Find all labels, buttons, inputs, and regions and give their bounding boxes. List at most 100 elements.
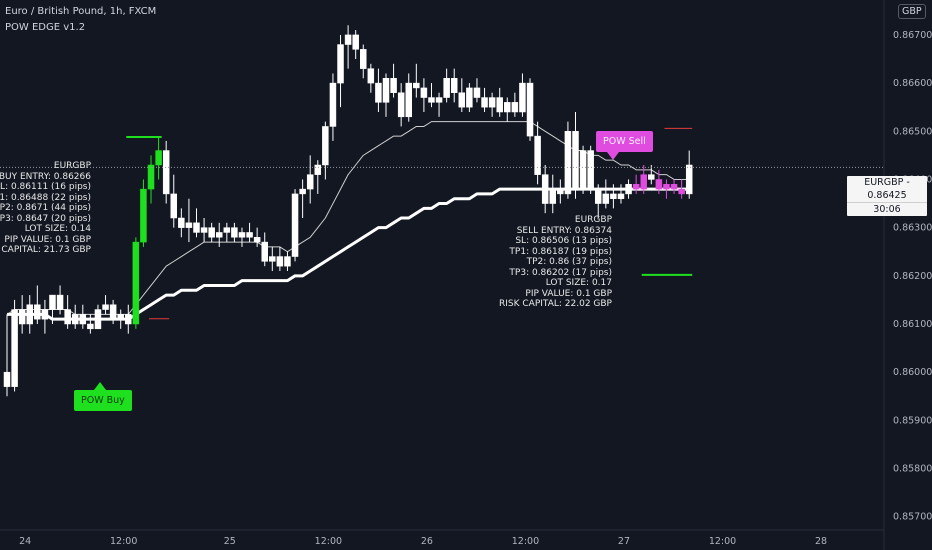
candle-body	[435, 97, 443, 103]
candle-body	[11, 309, 18, 387]
candle	[178, 208, 185, 238]
candle-body	[579, 150, 587, 190]
candle-body	[678, 188, 685, 195]
candle-body	[640, 174, 647, 190]
candle-body	[79, 314, 87, 325]
candle	[670, 179, 678, 194]
candle-body	[329, 82, 337, 127]
candle	[322, 121, 329, 180]
candle	[617, 184, 625, 204]
buy-info-line: LOT SIZE: 0.14	[24, 224, 91, 234]
candle-body	[481, 97, 488, 108]
candle	[481, 87, 488, 112]
pow-buy-signal: POW Buy	[74, 382, 132, 411]
candle	[587, 145, 594, 194]
candle	[344, 25, 352, 69]
candle	[276, 246, 284, 271]
candle	[261, 232, 268, 267]
candle-body	[473, 87, 481, 98]
candle-body	[102, 304, 109, 310]
candle	[413, 63, 420, 98]
candle	[253, 227, 261, 247]
candle	[215, 222, 223, 247]
candle-body	[405, 82, 412, 118]
last-price-value: 0.86425	[867, 190, 907, 201]
price-tick-label: 0.86700	[893, 30, 932, 41]
candle-body	[162, 150, 170, 195]
candle-body	[360, 49, 367, 69]
candle-body	[94, 309, 102, 330]
candle-body	[564, 131, 572, 195]
candle	[450, 68, 458, 103]
candle	[49, 294, 56, 324]
candle-body	[337, 44, 344, 84]
candle-body	[64, 309, 71, 325]
candle	[648, 165, 655, 185]
candle	[594, 184, 602, 218]
candle	[223, 222, 231, 243]
candle-body	[519, 82, 526, 113]
candle	[102, 295, 109, 315]
candle	[511, 92, 519, 117]
candle-body	[140, 188, 147, 243]
candle	[458, 78, 466, 112]
candle-body	[132, 241, 140, 325]
candle	[473, 78, 481, 103]
time-tick-label: 12:00	[709, 536, 736, 547]
candle	[306, 155, 314, 204]
last-price-tag: EURGBP - 0.86425 30:06	[847, 176, 927, 216]
sell-info-line: TP1: 0.86187 (19 pips)	[509, 246, 612, 257]
candle	[238, 227, 246, 247]
candle	[435, 92, 443, 117]
candle	[140, 179, 147, 247]
candle	[443, 68, 450, 103]
sell-info-line: LOT SIZE: 0.17	[545, 278, 612, 288]
candle-body	[3, 371, 11, 387]
candle-body	[178, 217, 185, 228]
candle	[360, 44, 367, 79]
candle-body	[253, 237, 261, 243]
time-tick-label: 26	[421, 536, 433, 547]
candle	[64, 295, 71, 329]
candle	[557, 179, 564, 204]
sell-info-line: PIP VALUE: 0.1 GBP	[525, 288, 612, 299]
candle-body	[34, 304, 41, 320]
candle-body	[602, 193, 610, 204]
candles	[3, 25, 693, 397]
candle-body	[170, 193, 178, 219]
price-tick-label: 0.86100	[893, 319, 932, 330]
candle	[79, 304, 87, 329]
candle	[11, 299, 18, 392]
buy-info-line: TP3: 0.8647 (20 pips)	[0, 213, 91, 224]
candle-body	[450, 78, 458, 93]
candle	[655, 169, 663, 194]
candle	[71, 304, 79, 329]
candle	[541, 165, 549, 214]
candle	[549, 174, 557, 214]
candle-body	[352, 34, 359, 50]
sell-info-line: EURGBP	[574, 215, 612, 225]
candle	[147, 155, 155, 204]
candle	[526, 78, 534, 141]
currency-unit-badge[interactable]: GBP	[898, 4, 926, 19]
candle-body	[147, 164, 155, 190]
candle-body	[648, 174, 655, 180]
candle	[56, 285, 64, 315]
candle-body	[109, 304, 117, 320]
candle-body	[125, 314, 132, 325]
candle	[314, 160, 322, 194]
candle	[572, 112, 579, 199]
candle-body	[594, 188, 602, 204]
price-tick-label: 0.85800	[893, 464, 932, 475]
candle-body	[71, 314, 79, 325]
candle-body	[41, 309, 49, 320]
candle-body	[117, 314, 124, 320]
candle	[632, 174, 640, 194]
candle-body	[261, 241, 268, 262]
candle	[504, 97, 511, 122]
candle	[269, 246, 276, 271]
time-tick-label: 12:00	[512, 536, 539, 547]
candle-body	[299, 188, 306, 195]
candle	[18, 295, 26, 334]
